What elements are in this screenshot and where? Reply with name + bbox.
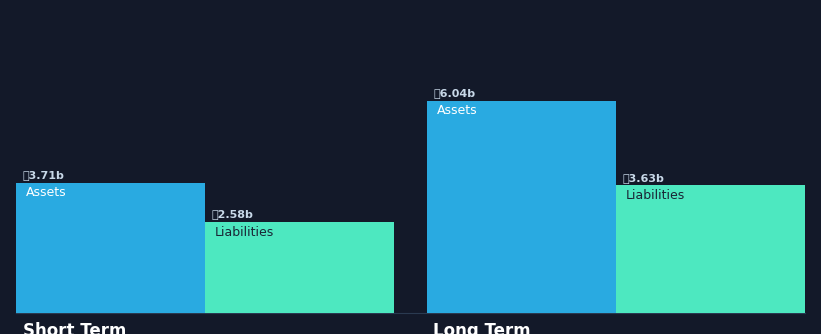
- Text: Liabilities: Liabilities: [626, 189, 685, 202]
- Text: ₿3.71b: ₿3.71b: [23, 170, 65, 180]
- Text: Assets: Assets: [26, 186, 67, 199]
- Text: Short Term: Short Term: [23, 322, 126, 334]
- FancyBboxPatch shape: [616, 185, 805, 313]
- Text: ₿3.63b: ₿3.63b: [622, 173, 664, 183]
- Text: Assets: Assets: [437, 104, 477, 117]
- Text: Liabilities: Liabilities: [215, 226, 274, 239]
- FancyBboxPatch shape: [16, 183, 205, 313]
- Text: ₿2.58b: ₿2.58b: [212, 209, 254, 219]
- FancyBboxPatch shape: [427, 101, 616, 313]
- FancyBboxPatch shape: [205, 222, 394, 313]
- Text: Long Term: Long Term: [433, 322, 531, 334]
- Text: ₿6.04b: ₿6.04b: [433, 88, 475, 98]
